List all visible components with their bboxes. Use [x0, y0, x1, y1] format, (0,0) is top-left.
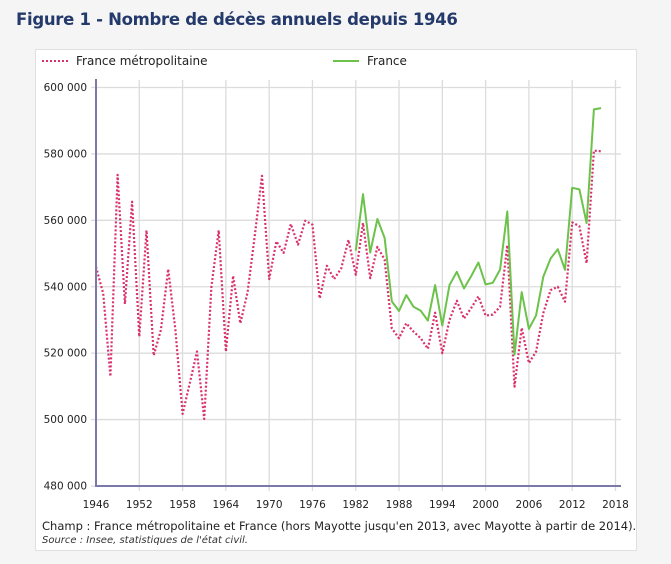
series-lines	[94, 107, 602, 420]
y-tick-label: 560 000	[44, 215, 87, 227]
legend-label-metropole: France métropolitaine	[76, 54, 208, 68]
series-line-france-metropolitaine	[94, 149, 602, 420]
x-tick-label: 1958	[169, 499, 196, 511]
chart-caption: Champ : France métropolitaine et France …	[42, 519, 637, 533]
x-tick-label: 1946	[83, 499, 110, 511]
x-tick-label: 1970	[256, 499, 283, 511]
x-tick-label: 2012	[559, 499, 586, 511]
y-tick-label: 540 000	[44, 281, 87, 293]
series-line-france	[354, 107, 602, 356]
legend-label-france: France	[367, 54, 407, 68]
legend-swatch-solid-line	[333, 60, 359, 62]
x-tick-label: 1994	[429, 499, 456, 511]
y-tick-label: 500 000	[44, 414, 87, 426]
y-axis-labels: 480 000 500 000 520 000 540 000 560 000 580 0…	[44, 82, 87, 493]
legend-swatch-dotted-line	[42, 60, 68, 62]
grid	[91, 80, 621, 491]
axes	[95, 79, 621, 487]
x-axis-labels: 1946 1952 1958 1964 1970 1976 1982 1988 1994 2000…	[83, 499, 629, 511]
x-tick-label: 1952	[126, 499, 153, 511]
x-tick-label: 2000	[472, 499, 499, 511]
x-tick-label: 1964	[213, 499, 240, 511]
x-tick-label: 2018	[602, 499, 629, 511]
y-tick-label: 580 000	[44, 148, 87, 160]
legend-item-metropole: France métropolitaine	[42, 54, 208, 68]
figure-title: Figure 1 - Nombre de décès annuels depui…	[16, 10, 458, 29]
legend-item-france: France	[333, 54, 407, 68]
x-tick-label: 1988	[386, 499, 413, 511]
x-tick-label: 1976	[299, 499, 326, 511]
chart-source: Source : Insee, statistiques de l'état c…	[42, 535, 248, 546]
x-tick-label: 2006	[516, 499, 543, 511]
y-tick-label: 520 000	[44, 348, 87, 360]
y-tick-label: 600 000	[44, 82, 87, 94]
y-tick-label: 480 000	[44, 481, 87, 493]
chart-panel: France métropolitaine France	[35, 49, 637, 551]
x-tick-label: 1982	[342, 499, 369, 511]
